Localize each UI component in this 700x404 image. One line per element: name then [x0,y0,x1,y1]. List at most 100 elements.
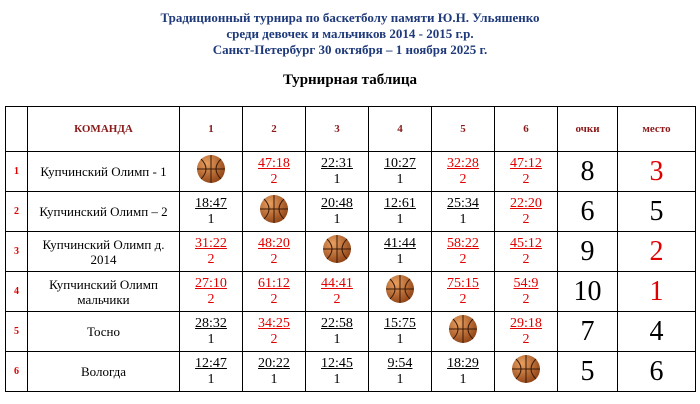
result-cell: 48:20 2 [242,231,306,272]
team-row: 6 Вологда 12:47 1 20:22 1 12:45 1 9:54 1 18:29 1 5 6 [5,351,696,392]
result-cell: 20:22 1 [242,351,306,392]
header-cell: 4 [368,106,432,152]
game-points: 1 [333,171,341,187]
game-score: 25:34 [447,195,479,211]
result-cell: 20:48 1 [305,191,369,232]
result-cell: 12:61 1 [368,191,432,232]
header-cell: КОМАНДА [27,106,180,152]
row-number: 3 [5,231,28,272]
result-cell: 12:47 1 [179,351,243,392]
row-number: 5 [5,311,28,352]
header-cell: 3 [305,106,369,152]
result-cell: 18:29 1 [431,351,495,392]
game-score: 22:31 [321,155,353,171]
header-line: Традиционный турнира по баскетболу памят… [160,10,540,25]
total-points: 6 [557,191,618,232]
header-cell [5,106,28,152]
game-score: 12:61 [384,195,416,211]
basketball-icon [449,315,477,343]
place: 5 [617,191,696,232]
game-score: 54:9 [513,275,539,291]
basketball-icon [386,275,414,303]
game-score: 10:27 [384,155,416,171]
game-score: 27:10 [195,275,227,291]
game-points: 2 [522,291,530,307]
result-cell: 47:12 2 [494,151,558,192]
team-name: Купчинский Олимп - 1 [27,151,180,192]
row-number: 2 [5,191,28,232]
game-points: 2 [270,331,278,347]
result-cell [179,151,243,192]
result-cell: 45:12 2 [494,231,558,272]
game-score: 18:47 [195,195,227,211]
game-points: 2 [270,291,278,307]
result-cell: 25:34 1 [431,191,495,232]
game-score: 20:22 [258,355,290,371]
header-cell: 6 [494,106,558,152]
result-cell [494,351,558,392]
result-cell: 58:22 2 [431,231,495,272]
result-cell: 44:41 2 [305,271,369,312]
header-cell: 5 [431,106,495,152]
result-cell: 22:20 2 [494,191,558,232]
game-points: 2 [522,171,530,187]
team-name: Тосно [27,311,180,352]
game-points: 1 [207,331,215,347]
game-points: 2 [522,251,530,267]
place: 2 [617,231,696,272]
game-score: 22:58 [321,315,353,331]
result-cell [242,191,306,232]
game-score: 15:75 [384,315,416,331]
game-points: 1 [459,211,467,227]
result-cell: 75:15 2 [431,271,495,312]
row-number: 6 [5,351,28,392]
result-cell: 31:22 2 [179,231,243,272]
team-name: Купчинский Олимп мальчики [27,271,180,312]
game-score: 44:41 [321,275,353,291]
result-cell: 12:45 1 [305,351,369,392]
game-points: 2 [459,291,467,307]
game-score: 22:20 [510,195,542,211]
result-cell: 15:75 1 [368,311,432,352]
basketball-icon [197,155,225,183]
result-cell [305,231,369,272]
game-points: 1 [396,211,404,227]
total-points: 10 [557,271,618,312]
total-points: 8 [557,151,618,192]
game-score: 28:32 [195,315,227,331]
basketball-icon [260,195,288,223]
result-cell: 61:12 2 [242,271,306,312]
game-score: 41:44 [384,235,416,251]
game-points: 1 [459,371,467,387]
game-score: 47:12 [510,155,542,171]
game-score: 12:45 [321,355,353,371]
header-row: КОМАНДА 1 2 3 4 5 6 очки место [5,106,696,152]
game-score: 18:29 [447,355,479,371]
game-points: 2 [207,251,215,267]
game-points: 2 [270,251,278,267]
game-points: 1 [270,371,278,387]
game-points: 1 [396,251,404,267]
team-name: Вологда [27,351,180,392]
total-points: 5 [557,351,618,392]
game-score: 20:48 [321,195,353,211]
result-cell [368,271,432,312]
total-points: 7 [557,311,618,352]
game-score: 29:18 [510,315,542,331]
game-score: 61:12 [258,275,290,291]
standings-table: КОМАНДА 1 2 3 4 5 6 очки место 1 Купчинский Олимп … [5,106,696,392]
game-score: 9:54 [387,355,413,371]
game-points: 1 [333,331,341,347]
result-cell: 22:58 1 [305,311,369,352]
game-score: 12:47 [195,355,227,371]
header-cell: 2 [242,106,306,152]
game-score: 75:15 [447,275,479,291]
game-score: 45:12 [510,235,542,251]
game-points: 2 [270,171,278,187]
result-cell: 54:9 2 [494,271,558,312]
game-points: 2 [207,291,215,307]
team-name: Купчинский Олимп д. 2014 [27,231,180,272]
game-points: 1 [396,171,404,187]
game-points: 2 [459,171,467,187]
total-points: 9 [557,231,618,272]
